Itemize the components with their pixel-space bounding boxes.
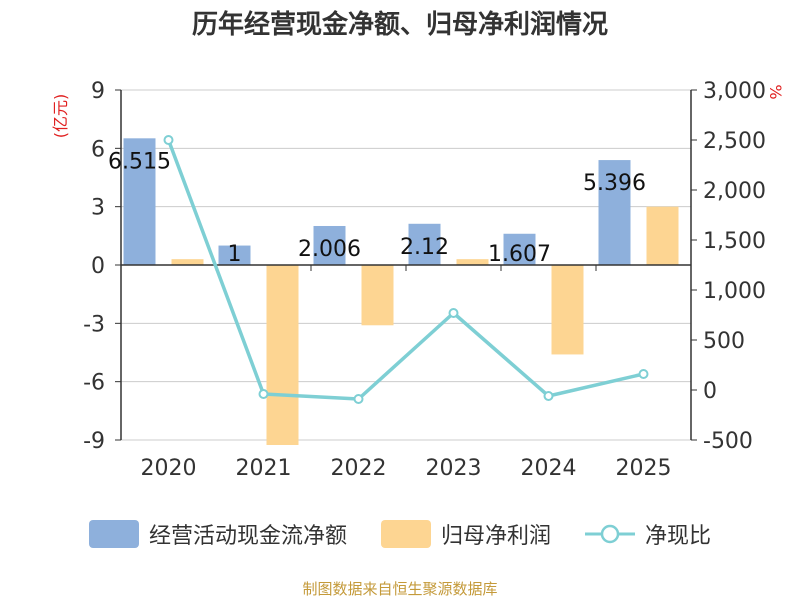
y-right-tick-label: 0 (703, 379, 717, 404)
net-profit-bar (551, 265, 584, 355)
cashflow-data-label: 2.006 (298, 237, 361, 262)
ratio-point (638, 369, 649, 379)
ratio-point (258, 389, 269, 399)
y-left-tick-label: 9 (91, 79, 105, 104)
cashflow-data-label: 6.515 (108, 149, 171, 174)
cashflow-bar (218, 245, 251, 265)
legend-label-net-profit: 归母净利润 (440, 524, 551, 549)
y-right-tick-label: 3,000 (703, 79, 766, 104)
y-left-tick-label: -9 (83, 429, 105, 454)
legend-item-cashflow[interactable]: 经营活动现金流净额 (88, 518, 347, 550)
x-tick-label: 2024 (521, 456, 577, 481)
ratio-line-path (166, 139, 644, 401)
y-left-tick-label: -6 (83, 371, 105, 396)
ratio-point (163, 135, 174, 145)
cashflow-data-label: 1 (228, 242, 242, 267)
cashflow-data-label: 5.396 (583, 171, 646, 196)
ratio-point (448, 308, 459, 318)
ratio-point (543, 391, 554, 401)
x-tick-label: 2021 (236, 456, 292, 481)
x-tick-label: 2025 (616, 456, 672, 481)
legend-swatch-ratio (585, 524, 635, 544)
legend-item-net-profit[interactable]: 归母净利润 (380, 518, 551, 550)
net-profit-bar (266, 265, 299, 445)
y-right-tick-label: 1,000 (703, 279, 766, 304)
y-right-tick-label: 2,500 (703, 129, 766, 154)
chart-title: 历年经营现金净额、归母净利润情况 (191, 10, 608, 40)
cashflow-bar (598, 160, 631, 265)
x-tick-label: 2020 (141, 456, 197, 481)
y-right-tick-label: -500 (703, 429, 753, 454)
x-tick-label: 2022 (331, 456, 387, 481)
y-right-tick-label: 500 (703, 329, 745, 354)
chart-area: 9 6 3 0 -3 -6 -9 3,000 2,500 2,000 1,500 1,000 500 0 -… (51, 79, 785, 481)
net-profit-bar (646, 206, 679, 265)
axes: 9 6 3 0 -3 -6 -9 3,000 2,500 2,000 1,500 1,000 500 0 -… (51, 79, 785, 481)
y-right-tick-label: 1,500 (703, 229, 766, 254)
cashflow-bar (408, 223, 441, 265)
legend-swatch-cashflow (88, 520, 139, 548)
bars (123, 138, 679, 445)
y-right-axis-title: % (766, 84, 785, 99)
legend: 经营活动现金流净额 归母净利润 净现比 (0, 516, 800, 552)
cashflow-bar (503, 233, 536, 265)
legend-label-cashflow: 经营活动现金流净额 (148, 524, 347, 549)
legend-label-ratio: 净现比 (645, 524, 712, 549)
y-right-tick-label: 2,000 (703, 179, 766, 204)
cashflow-data-label: 2.12 (400, 235, 449, 260)
legend-swatch-net-profit (380, 520, 431, 548)
y-left-tick-label: -3 (83, 312, 105, 337)
y-left-tick-label: 6 (91, 137, 105, 162)
data-labels: 6.515 1 2.006 2.12 1.607 5.396 (108, 149, 646, 267)
legend-item-ratio[interactable]: 净现比 (585, 518, 711, 550)
cashflow-data-label: 1.607 (488, 242, 551, 267)
net-profit-bar (456, 259, 489, 265)
cashflow-bar (313, 225, 346, 265)
net-profit-bar (171, 259, 204, 265)
net-profit-bar (361, 265, 394, 326)
ratio-point (353, 394, 364, 404)
x-tick-label: 2023 (426, 456, 482, 481)
cashflow-bar (123, 138, 156, 265)
y-left-tick-label: 3 (91, 196, 105, 221)
source-note: 制图数据来自恒生聚源数据库 (302, 580, 498, 598)
y-left-tick-label: 0 (91, 254, 105, 279)
ratio-line (163, 135, 649, 404)
y-left-axis-title: (亿元) (51, 94, 70, 139)
